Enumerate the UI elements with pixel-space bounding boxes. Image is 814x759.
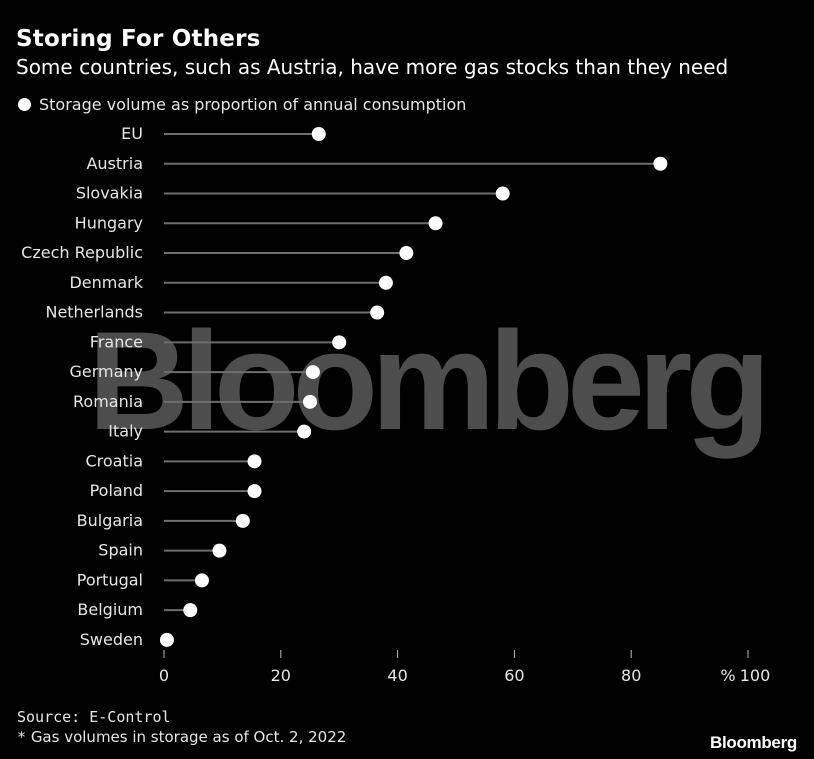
category-label: Belgium [77,600,143,619]
lollipop-marker [247,484,262,499]
x-tick-label: 60 [504,666,524,685]
footnote: * Gas volumes in storage as of Oct. 2, 2… [17,728,346,746]
category-label: Hungary [75,213,143,232]
lollipop-marker [378,275,393,290]
lollipop-marker [305,365,320,380]
lollipop-marker [332,335,347,350]
x-tick-label: 0 [159,666,169,685]
category-label: Austria [86,154,143,173]
lollipop-marker [495,186,510,201]
x-tick-label: 20 [271,666,291,685]
category-label: Poland [90,481,143,500]
lollipop-marker [194,573,209,588]
x-tick-label: 80 [621,666,641,685]
category-label: Germany [69,362,143,381]
lollipop-marker [247,454,262,469]
category-label: EU [121,124,143,143]
lollipop-marker [235,513,250,528]
category-label: Bulgaria [77,511,143,530]
x-tick-label: 100 [740,666,771,685]
lollipop-marker [428,216,443,231]
category-label: Slovakia [76,184,143,203]
footnote-mark: * [17,728,27,746]
x-tick-label: 40 [387,666,407,685]
category-label: Netherlands [45,303,143,322]
chart-subtitle: Some countries, such as Austria, have mo… [16,55,729,79]
category-label: Czech Republic [21,243,143,262]
legend: Storage volume as proportion of annual c… [18,95,466,114]
lollipop-marker [303,394,317,409]
brand-logo: Bloomberg [709,733,797,752]
lollipop-marker [212,543,227,558]
lollipop-marker [159,632,174,647]
category-label: Portugal [77,570,143,589]
category-label: Italy [108,422,143,441]
footnote-text: Gas volumes in storage as of Oct. 2, 202… [30,728,347,746]
lollipop-marker [653,156,668,171]
lollipop-marker [297,424,312,439]
lollipop-marker [311,127,326,141]
legend-marker-icon [18,98,31,111]
source-note: Source: E-Control [17,708,171,726]
chart-title: Storing For Others [16,26,261,52]
category-label: France [90,332,143,351]
x-axis-unit-label: % [720,666,735,685]
category-label: Romania [73,392,143,411]
lollipop-marker [399,246,414,261]
lollipop-marker [183,603,198,618]
lollipop-marker [370,305,385,320]
category-label: Sweden [80,630,143,649]
category-label: Croatia [85,451,143,470]
legend-label: Storage volume as proportion of annual c… [39,95,467,114]
category-label: Spain [98,541,143,560]
category-label: Denmark [69,273,143,292]
